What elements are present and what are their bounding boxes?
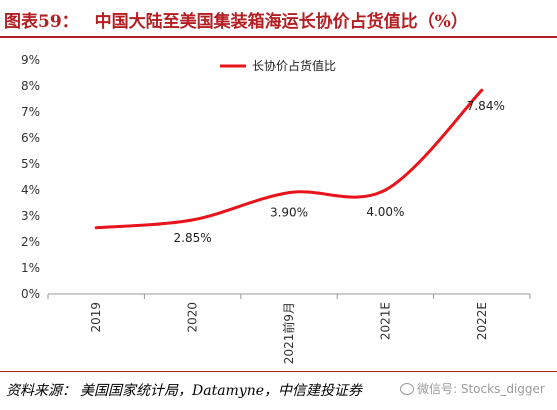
data-label: 3.90%	[270, 206, 308, 220]
legend-label: 长协价占货值比	[252, 58, 336, 73]
x-tick-label: 2020	[186, 302, 200, 333]
watermark: 微信号: Stocks_digger	[400, 380, 545, 397]
x-tick-label: 2021前9月	[281, 302, 296, 364]
y-tick-label: 4%	[21, 183, 40, 197]
line-chart: 0% 1% 2% 3% 4% 5% 6% 7% 8% 9% 2019 2020 2021前9月 2021E…	[21, 53, 531, 364]
y-tick-label: 1%	[21, 261, 40, 275]
source-note: 资料来源： 美国国家统计局，Datamyne，中信建投证券	[6, 375, 551, 405]
y-tick-label: 9%	[21, 53, 40, 67]
figure-title-text: 中国大陆至美国集装箱海运长协价占货值比（%）	[94, 11, 468, 32]
source-label: 资料来源：	[6, 383, 76, 399]
data-label: 7.84%	[467, 99, 505, 113]
figure-number: 图表59：	[4, 11, 79, 32]
title-divider	[0, 36, 557, 38]
source-text: 美国国家统计局，Datamyne，中信建投证券	[80, 383, 363, 399]
y-tick-label: 0%	[21, 287, 40, 301]
x-tick-label: 2021E	[378, 302, 392, 340]
y-tick-label: 8%	[21, 79, 40, 93]
series-line	[94, 88, 484, 230]
y-tick-label: 2%	[21, 235, 40, 249]
data-label: 2.85%	[174, 231, 212, 245]
y-tick-label: 5%	[21, 157, 40, 171]
figure-title: 图表59： 中国大陆至美国集装箱海运长协价占货值比（%）	[4, 4, 553, 34]
wechat-icon	[400, 382, 414, 395]
y-tick-label: 3%	[21, 209, 40, 223]
y-tick-label: 7%	[21, 105, 40, 119]
watermark-text: 微信号: Stocks_digger	[417, 382, 545, 396]
x-tick-label: 2022E	[475, 302, 489, 340]
y-tick-label: 6%	[21, 131, 40, 145]
source-divider	[0, 371, 557, 372]
data-label: 4.00%	[366, 205, 404, 219]
x-tick-label: 2019	[89, 302, 103, 333]
